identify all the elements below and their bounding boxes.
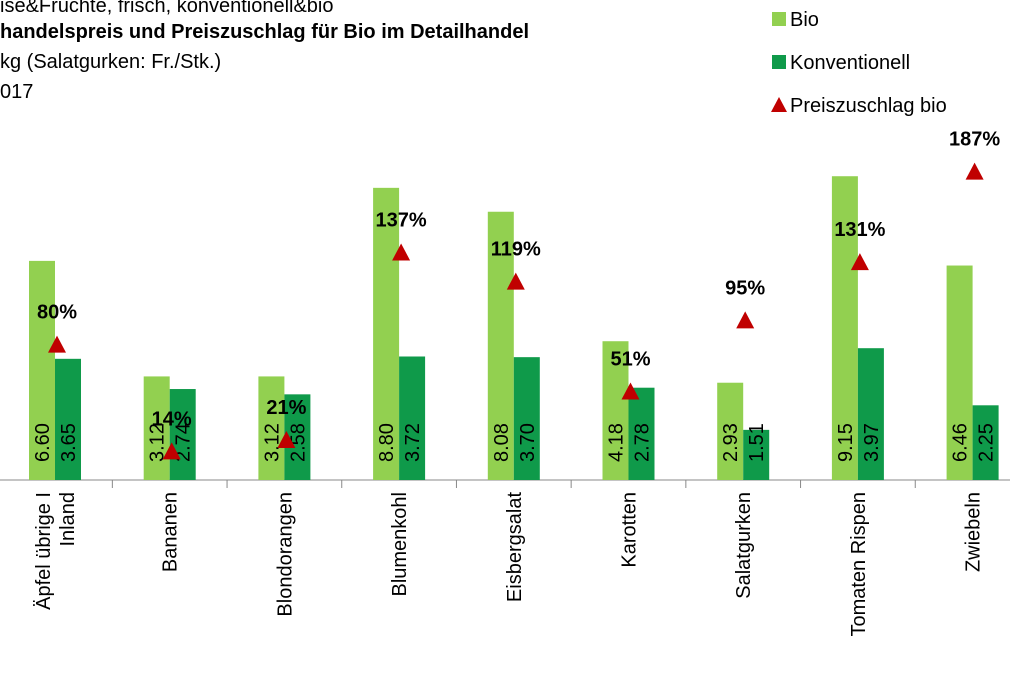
premium-label: 187%: [949, 129, 1000, 151]
bar: [258, 376, 285, 480]
title-line: kg (Salatgurken: Fr./Stk.): [0, 51, 221, 73]
x-tick-label: Karotten: [619, 492, 641, 568]
premium-marker: [506, 272, 525, 290]
bar-value-label: 1.51: [746, 423, 768, 462]
bar: [513, 357, 540, 480]
premium-label: 95%: [725, 277, 765, 299]
bar-value-label: 2.93: [720, 423, 742, 462]
premium-marker: [48, 335, 66, 353]
premium-label: 14%: [152, 408, 192, 430]
bar: [29, 260, 55, 480]
legend-label: Preiszuschlag bio: [790, 95, 947, 117]
legend-swatch: [772, 12, 786, 26]
bar: [628, 387, 655, 480]
premium-label: 131%: [834, 219, 885, 241]
bar-value-label: 2.58: [287, 423, 309, 462]
x-tick-label: Blondorangen: [274, 492, 296, 617]
premium-marker: [621, 382, 640, 400]
title-line: ise&Früchte, frisch, konventionell&bio: [0, 0, 334, 17]
premium-label: 21%: [266, 397, 306, 419]
bar-value-label: 6.60: [32, 423, 54, 462]
bar-value-label: 3.70: [517, 423, 539, 462]
bar: [602, 341, 629, 480]
title-line: handelspreis und Preiszuschlag für Bio i…: [0, 21, 529, 43]
bar: [169, 389, 196, 480]
bar: [143, 376, 170, 480]
x-tick-label: Salatgurken: [733, 492, 755, 599]
legend-label: Bio: [790, 9, 819, 31]
premium-label: 80%: [37, 302, 77, 324]
bar: [831, 176, 858, 480]
title-line: 017: [0, 81, 33, 103]
bar: [717, 382, 744, 480]
bar-value-label: 9.15: [835, 423, 857, 462]
bar-value-label: 3.72: [402, 423, 424, 462]
legend-swatch: [772, 55, 786, 69]
bar: [55, 358, 81, 480]
x-tick-label: Tomaten Rispen: [848, 492, 870, 637]
bar: [373, 187, 400, 480]
x-tick-label: Zwiebeln: [963, 492, 985, 572]
bar-value-label: 8.80: [376, 423, 398, 462]
premium-label: 137%: [376, 209, 427, 231]
bar: [857, 348, 884, 480]
premium-marker: [392, 243, 411, 261]
bar-value-label: 2.78: [632, 423, 654, 462]
bar-value-label: 3.97: [861, 423, 883, 462]
bar-value-label: 3.12: [261, 423, 283, 462]
premium-marker: [277, 431, 296, 449]
premium-marker: [736, 311, 755, 329]
bar-value-label: 8.08: [491, 423, 513, 462]
bar-value-label: 6.46: [950, 423, 972, 462]
legend-label: Konventionell: [790, 52, 910, 74]
x-tick-label: Eisbergsalat: [504, 492, 526, 603]
premium-label: 119%: [491, 239, 541, 261]
bar: [399, 356, 426, 480]
bar-value-label: 3.65: [58, 423, 80, 462]
premium-marker: [162, 442, 181, 460]
bar: [946, 265, 973, 480]
x-tick-label: Äpfel übrige I Inland: [33, 492, 79, 610]
premium-marker: [965, 162, 984, 180]
bar-value-label: 4.18: [606, 423, 628, 462]
bar: [743, 429, 770, 480]
legend-swatch: [771, 97, 787, 112]
bar: [487, 211, 514, 480]
bar-value-label: 2.74: [173, 423, 195, 462]
x-tick-label: Blumenkohl: [389, 492, 411, 597]
bar-value-label: 2.25: [976, 423, 998, 462]
x-tick-label: Bananen: [160, 492, 182, 572]
bar-value-label: 3.12: [147, 423, 169, 462]
bar: [972, 405, 999, 480]
premium-marker: [850, 253, 869, 271]
premium-label: 51%: [610, 349, 650, 371]
